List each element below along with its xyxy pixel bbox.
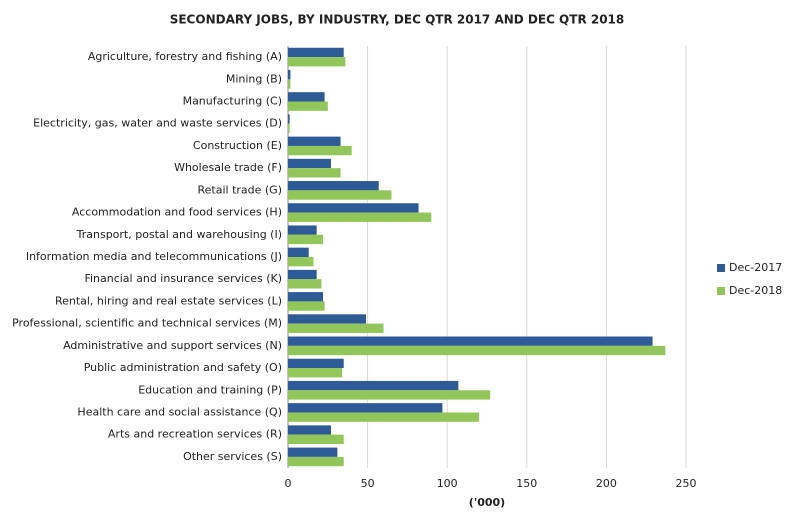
y-tick-label: Retail trade (G) — [197, 183, 282, 196]
bar — [288, 447, 338, 457]
x-tick-label: 100 — [437, 477, 458, 490]
bar — [288, 425, 331, 435]
bar — [288, 314, 367, 324]
y-tick-label: Information media and telecommunications… — [26, 250, 282, 263]
y-tick-label: Financial and insurance services (K) — [84, 272, 282, 285]
bar — [288, 69, 291, 80]
bar — [288, 368, 343, 378]
bar — [288, 190, 392, 200]
bar — [288, 247, 309, 257]
bar — [288, 358, 344, 369]
y-tick-label: Rental, hiring and real estate services … — [55, 294, 282, 307]
legend-label: Dec-2017 — [729, 261, 782, 274]
bar — [288, 79, 291, 89]
y-tick-label: Mining (B) — [226, 72, 282, 85]
bar — [288, 57, 346, 67]
y-tick-label: Accommodation and food services (H) — [72, 206, 282, 219]
bar — [288, 47, 344, 58]
bar — [288, 225, 317, 235]
y-tick-label: Arts and recreation services (R) — [108, 428, 282, 441]
bar — [288, 336, 653, 346]
bar — [288, 123, 290, 134]
bar — [288, 203, 419, 213]
bar — [288, 181, 379, 191]
bar — [288, 345, 666, 356]
bar — [288, 158, 331, 169]
bar — [288, 456, 344, 467]
x-tick-label: 150 — [516, 477, 537, 490]
y-tick-label: Construction (E) — [193, 139, 282, 152]
x-tick-label: 250 — [676, 477, 697, 490]
bar — [288, 390, 491, 400]
y-tick-label: Public administration and safety (O) — [84, 361, 282, 374]
bar — [288, 292, 324, 302]
bar — [288, 257, 314, 267]
bar — [288, 301, 325, 311]
bar — [288, 114, 290, 124]
bar — [288, 212, 432, 222]
bar — [288, 403, 443, 413]
x-tick-label: 200 — [596, 477, 617, 490]
bar — [288, 168, 341, 178]
y-tick-label: Electricity, gas, water and waste servic… — [33, 117, 282, 130]
chart-title: SECONDARY JOBS, BY INDUSTRY, DEC QTR 201… — [170, 13, 625, 27]
y-tick-label: Education and training (P) — [138, 383, 282, 396]
bar — [288, 234, 324, 245]
y-tick-label: Other services (S) — [183, 450, 282, 463]
bar — [288, 92, 325, 102]
bar — [288, 279, 322, 289]
bar — [288, 323, 384, 333]
legend-swatch — [717, 287, 725, 295]
bar — [288, 101, 328, 111]
bar — [288, 136, 341, 146]
legend-label: Dec-2018 — [729, 284, 782, 297]
y-tick-label: Wholesale trade (F) — [174, 161, 282, 174]
bar — [288, 412, 480, 422]
bar — [288, 269, 317, 280]
y-tick-label: Transport, postal and warehousing (I) — [76, 228, 282, 241]
x-tick-label: 0 — [285, 477, 292, 490]
y-tick-label: Health care and social assistance (Q) — [77, 405, 282, 418]
y-tick-label: Administrative and support services (N) — [63, 339, 282, 352]
x-tick-label: 50 — [361, 477, 375, 490]
x-axis-label: ('000) — [469, 496, 505, 509]
y-tick-label: Agriculture, forestry and fishing (A) — [88, 50, 282, 63]
bar — [288, 145, 352, 156]
y-tick-label: Manufacturing (C) — [183, 95, 282, 108]
bar — [288, 380, 459, 391]
bar — [288, 434, 344, 445]
y-tick-label: Professional, scientific and technical s… — [12, 317, 282, 330]
legend-swatch — [717, 264, 725, 272]
